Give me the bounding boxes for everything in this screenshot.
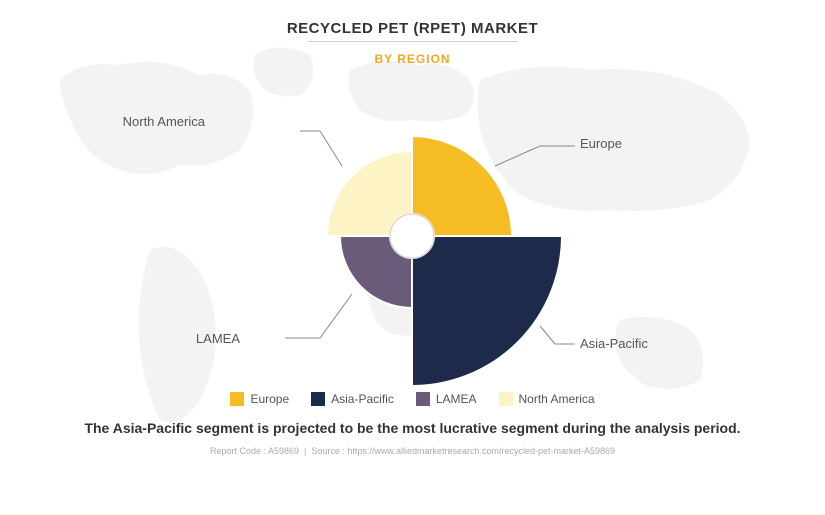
chart-container: RECYCLED PET (RPET) MARKET BY REGION Nor… <box>0 0 825 515</box>
leader-line-north_america <box>300 131 342 166</box>
chart-area: North America Europe Asia-Pacific LAMEA <box>0 76 825 386</box>
leader-line-lamea <box>285 294 352 338</box>
report-code: A59869 <box>268 446 299 456</box>
source-label: Source : <box>311 446 345 456</box>
leader-line-europe <box>495 146 575 166</box>
slice-label-north_america: North America <box>123 114 206 129</box>
chart-title: RECYCLED PET (RPET) MARKET <box>0 0 825 37</box>
title-underline <box>308 41 518 42</box>
inner-circle <box>390 214 434 258</box>
footer: Report Code : A59869 | Source : https://… <box>0 446 825 456</box>
report-code-label: Report Code : <box>210 446 266 456</box>
slice-asia-pacific <box>412 236 562 386</box>
slice-label-lamea: LAMEA <box>196 331 240 346</box>
conclusion-text: The Asia-Pacific segment is projected to… <box>0 420 825 436</box>
chart-subtitle: BY REGION <box>0 52 825 66</box>
slice-label-europe: Europe <box>580 136 622 151</box>
slice-label-asia_pacific: Asia-Pacific <box>580 336 648 351</box>
source-url: https://www.alliedmarketresearch.com/rec… <box>347 446 615 456</box>
polar-chart-svg: North America Europe Asia-Pacific LAMEA <box>0 76 825 396</box>
leader-line-asia_pacific <box>540 326 575 344</box>
